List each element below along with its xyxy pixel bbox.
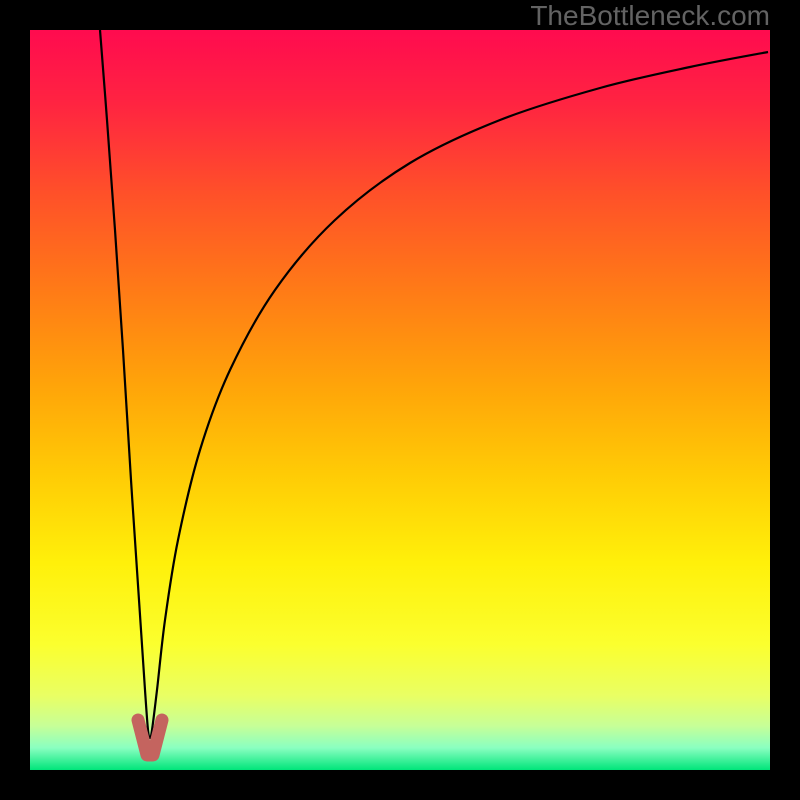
gradient-plot-area xyxy=(30,30,770,770)
watermark-text: TheBottleneck.com xyxy=(530,0,770,32)
chart-container: TheBottleneck.com xyxy=(0,0,800,800)
